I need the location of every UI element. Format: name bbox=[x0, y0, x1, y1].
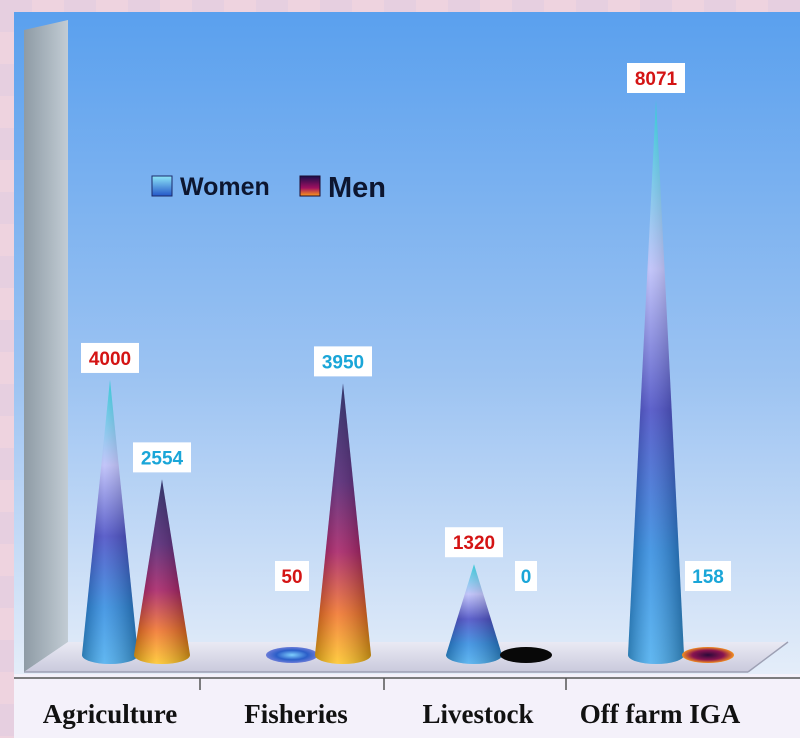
data-label-box-men-fisheries bbox=[314, 346, 372, 377]
category-axis-band bbox=[14, 674, 800, 738]
category-label-agriculture: Agriculture bbox=[43, 699, 177, 729]
data-label-women-off-farm-iga: 8071 bbox=[635, 69, 678, 90]
category-label-off-farm-iga: Off farm IGA bbox=[580, 699, 741, 729]
cone-shading-men-fisheries bbox=[315, 383, 371, 664]
data-label-men-agriculture: 2554 bbox=[141, 448, 184, 469]
legend-label-women: Women bbox=[180, 173, 270, 201]
data-label-box-men-off-farm-iga bbox=[685, 561, 731, 591]
data-label-women-livestock: 1320 bbox=[453, 533, 495, 554]
legend-label-men: Men bbox=[328, 172, 386, 204]
data-label-box-men-agriculture bbox=[133, 442, 191, 473]
category-label-livestock: Livestock bbox=[423, 699, 534, 729]
data-label-box-women-off-farm-iga bbox=[627, 63, 685, 93]
data-labels: 4000 2554 50 3950 1320 0 8071 158 bbox=[81, 63, 731, 591]
floor bbox=[24, 642, 788, 672]
cone-women-fisheries bbox=[266, 647, 318, 663]
floor-side-edge bbox=[747, 641, 789, 673]
cone-shading-women-off-farm-iga bbox=[628, 100, 684, 664]
cone-shading-women-livestock bbox=[446, 564, 502, 664]
data-label-women-fisheries: 50 bbox=[281, 567, 302, 588]
cone-shading-women-agriculture bbox=[82, 379, 138, 664]
category-label-fisheries: Fisheries bbox=[244, 699, 347, 729]
data-label-box-women-agriculture bbox=[81, 342, 139, 373]
data-label-men-off-farm-iga: 158 bbox=[692, 567, 724, 588]
cone-men-livestock bbox=[500, 647, 552, 663]
legend: Women Men bbox=[151, 172, 386, 204]
data-label-women-agriculture: 4000 bbox=[89, 349, 131, 370]
legend-swatch-men bbox=[299, 175, 321, 197]
cone-men-off-farm-iga bbox=[682, 647, 734, 663]
cone-shading-men-agriculture bbox=[134, 479, 190, 664]
legend-swatch-women bbox=[151, 175, 173, 197]
data-label-box-women-fisheries bbox=[275, 561, 309, 591]
cone-marks bbox=[82, 100, 734, 664]
data-label-box-men-livestock bbox=[515, 561, 537, 591]
data-label-men-livestock: 0 bbox=[521, 567, 532, 588]
data-label-men-fisheries: 3950 bbox=[322, 352, 364, 373]
data-label-box-women-livestock bbox=[445, 527, 503, 558]
category-labels: Agriculture Fisheries Livestock Off farm IG… bbox=[43, 699, 741, 729]
back-wall bbox=[24, 20, 68, 672]
